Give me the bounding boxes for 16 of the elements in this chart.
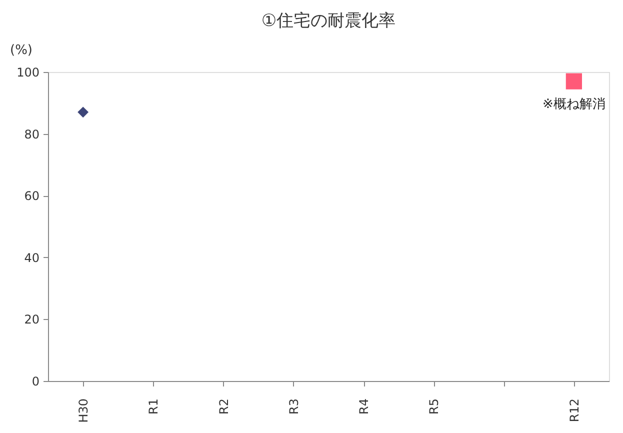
x-tick-label: R1 xyxy=(146,398,161,414)
chart-title: ①住宅の耐震化率 xyxy=(261,11,396,31)
annotation: ※概ね解消 xyxy=(542,97,606,112)
x-tick-label: R4 xyxy=(357,398,372,414)
x-tick-label: H30 xyxy=(76,398,91,423)
x-tick-label: R3 xyxy=(286,398,301,414)
x-tick-label: R5 xyxy=(427,398,442,414)
y-axis-title: (%) xyxy=(10,43,32,58)
y-tick-label: 40 xyxy=(24,250,40,265)
y-tick-label: 0 xyxy=(32,374,40,388)
y-tick-label: 60 xyxy=(24,189,40,204)
x-tick-label: R12 xyxy=(567,398,582,422)
y-tick-label: 80 xyxy=(24,127,40,142)
y-tick-label: 20 xyxy=(24,312,40,327)
x-tick-label: R2 xyxy=(216,398,231,414)
y-tick-label: 100 xyxy=(16,66,40,80)
